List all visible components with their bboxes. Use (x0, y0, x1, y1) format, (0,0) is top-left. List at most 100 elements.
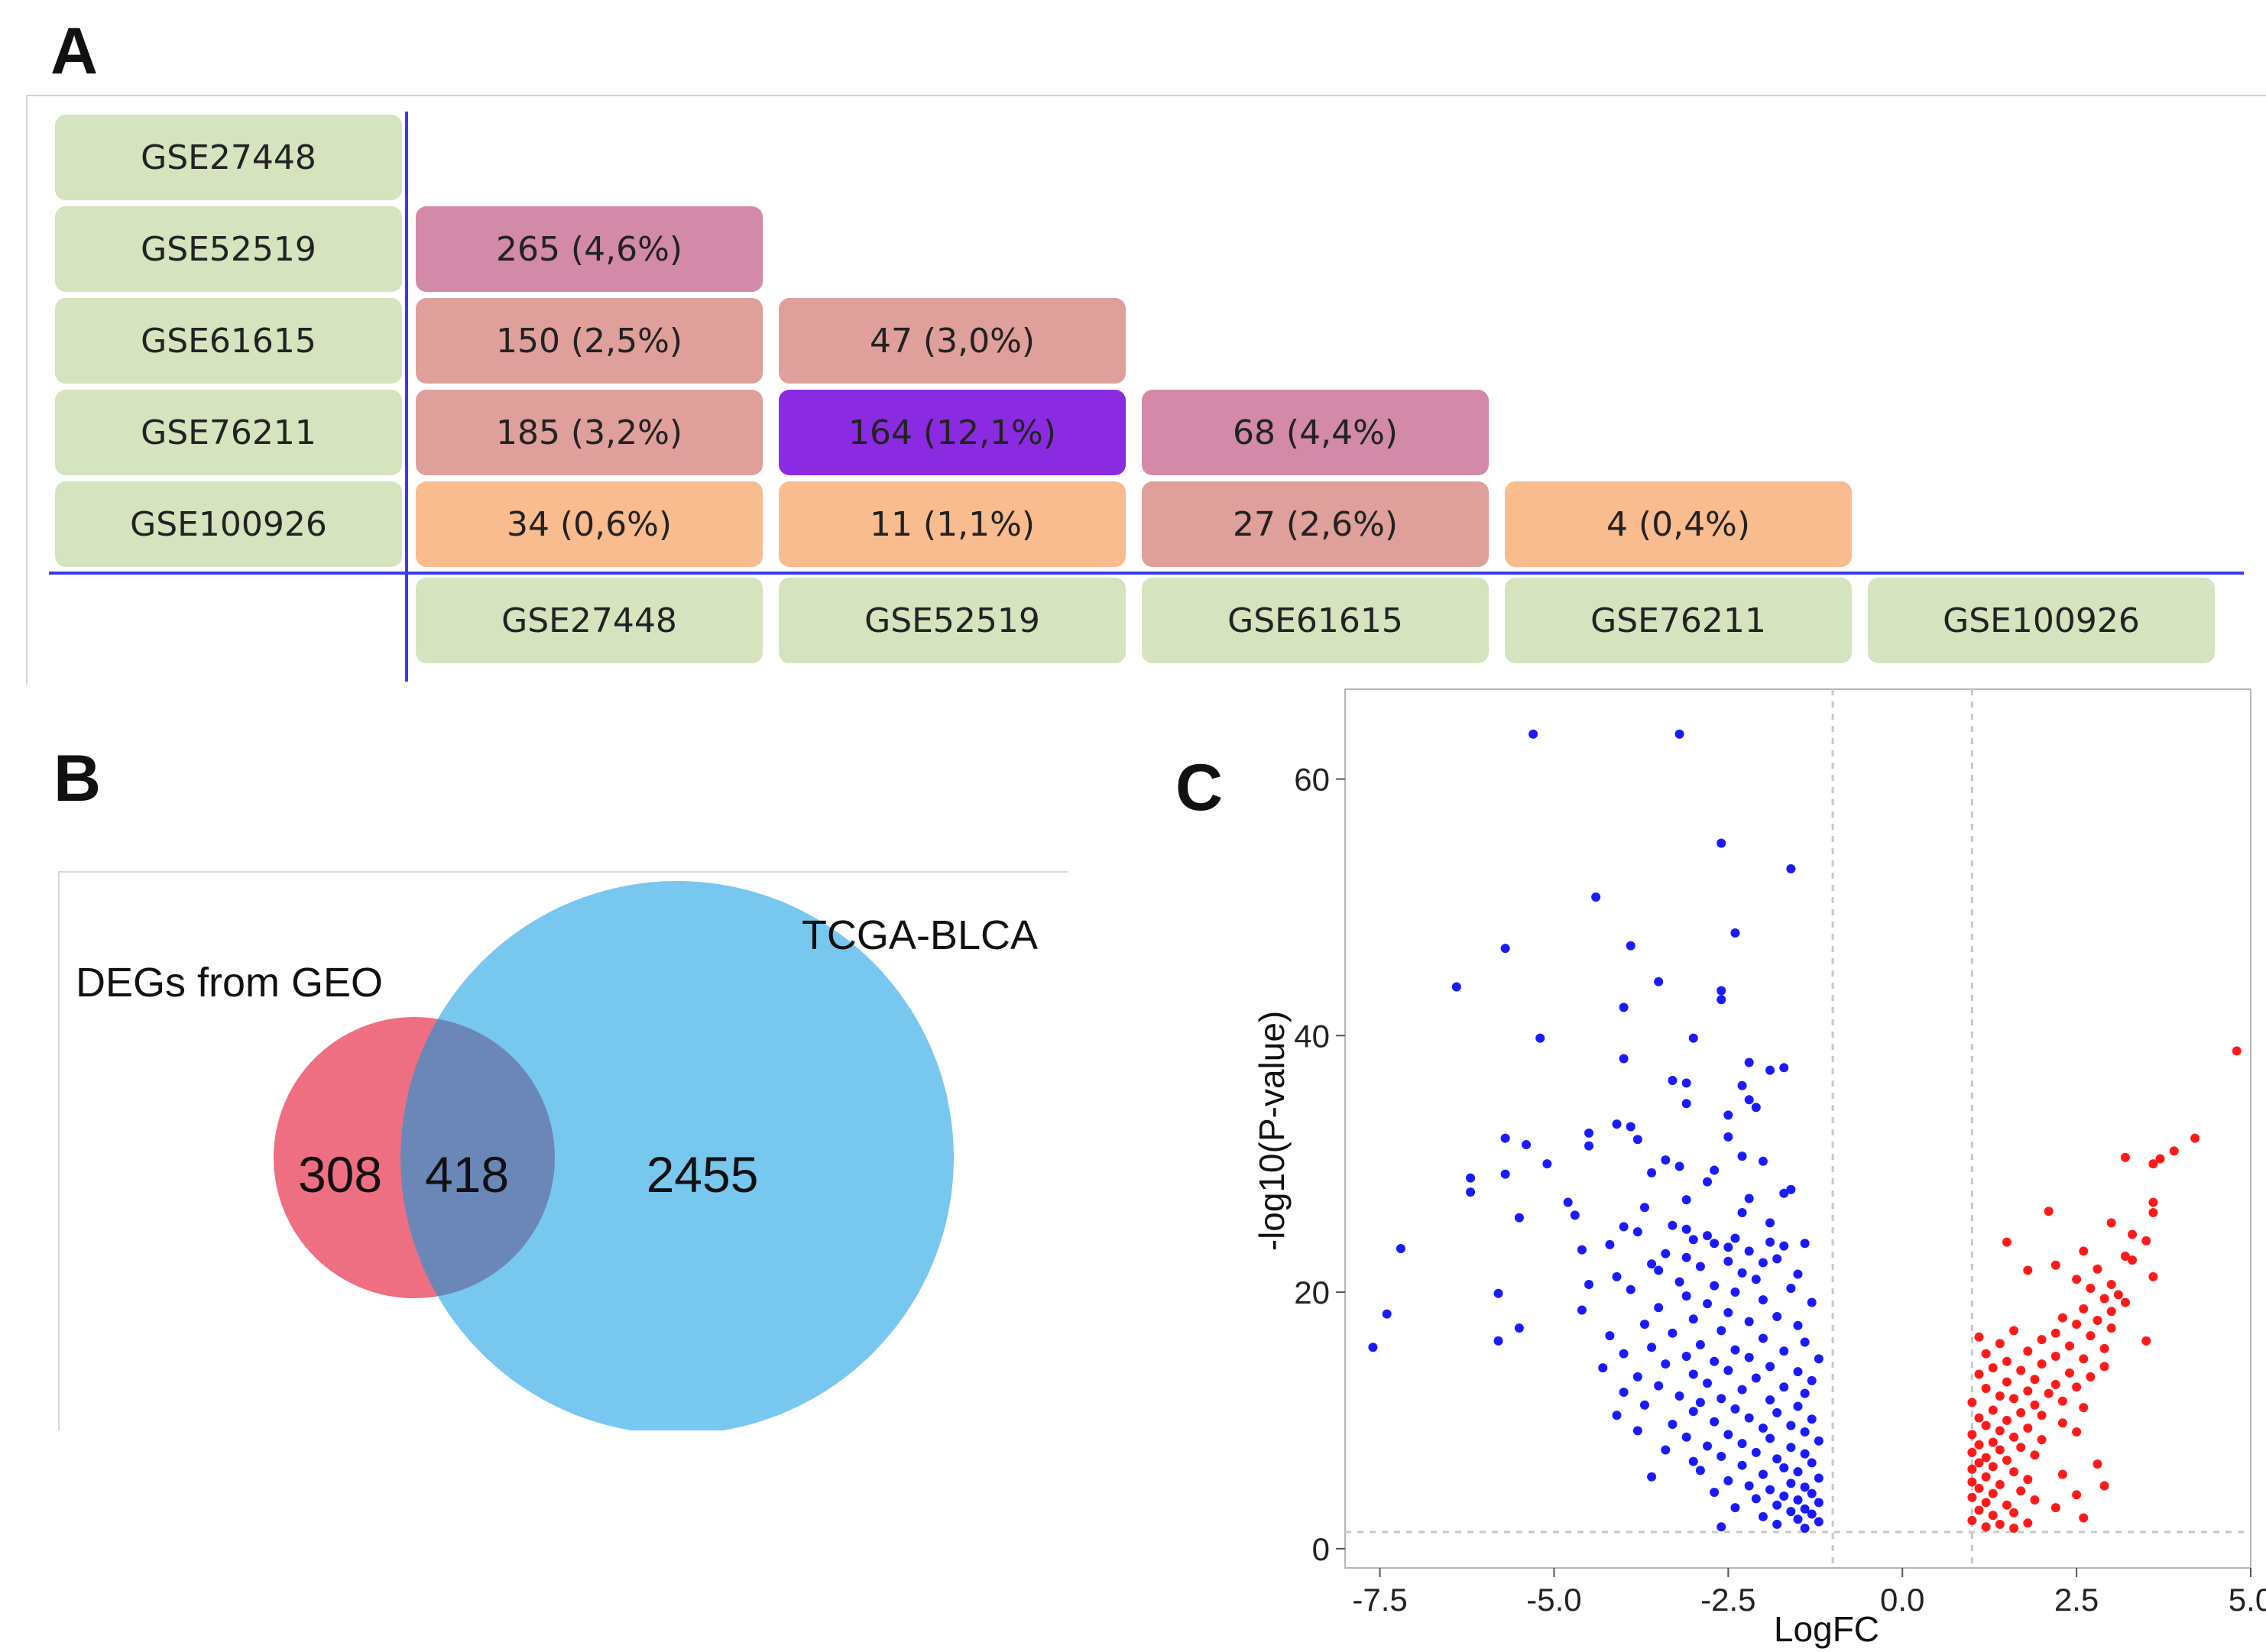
point-up (1995, 1446, 2005, 1455)
point-down (1779, 1346, 1788, 1356)
point-down (1710, 1357, 1719, 1366)
point-up (2058, 1314, 2067, 1323)
point-up (2051, 1503, 2060, 1512)
point-down (1772, 1254, 1781, 1263)
point-down (1515, 1323, 1524, 1333)
point-up (2121, 1153, 2130, 1162)
point-up (2121, 1297, 2130, 1307)
point-up (2086, 1284, 2095, 1293)
point-down (1605, 1331, 1614, 1340)
point-up (2232, 1046, 2242, 1055)
point-down (1682, 1433, 1691, 1442)
point-down (1759, 1258, 1768, 1267)
point-down (1752, 1374, 1761, 1383)
point-up (2100, 1362, 2109, 1371)
point-up (2079, 1354, 2088, 1363)
point-down (1522, 1140, 1531, 1149)
point-down (1682, 1352, 1691, 1361)
point-up (2093, 1265, 2102, 1274)
point-down (1633, 1372, 1642, 1382)
point-down (1696, 1398, 1705, 1407)
point-up (2128, 1255, 2137, 1265)
point-down (1723, 1308, 1733, 1317)
point-down (1584, 1129, 1593, 1138)
point-down (1661, 1359, 1670, 1369)
point-up (2051, 1261, 2060, 1270)
overlap-cell: 11 (1,1%) (779, 481, 1126, 567)
point-down (1723, 1242, 1733, 1252)
point-down (1675, 1391, 1684, 1401)
point-up (2107, 1280, 2116, 1289)
point-down (1710, 1239, 1719, 1248)
point-down (1696, 1262, 1705, 1271)
point-down (1794, 1514, 1803, 1524)
col-label-gse52519: GSE52519 (779, 578, 1126, 663)
point-up (1989, 1406, 1998, 1415)
point-down (1647, 1472, 1656, 1482)
point-up (2009, 1433, 2018, 1442)
point-up (2016, 1365, 2025, 1375)
point-up (2107, 1218, 2116, 1227)
point-up (2002, 1501, 2012, 1510)
point-down (1765, 1362, 1775, 1371)
point-up (2009, 1524, 2018, 1533)
matrix-vertical-divider (405, 112, 408, 682)
point-down (1759, 1333, 1768, 1343)
point-up (2002, 1378, 2012, 1387)
point-down (1730, 1288, 1739, 1297)
point-down (1584, 1280, 1593, 1289)
point-up (2107, 1307, 2116, 1316)
row-label-gse27448: GSE27448 (55, 115, 402, 200)
overlap-cell: 27 (2,6%) (1142, 481, 1489, 567)
point-down (1738, 1208, 1747, 1217)
point-down (1794, 1495, 1803, 1505)
point-up (2030, 1495, 2039, 1505)
point-up (2023, 1266, 2032, 1275)
point-down (1619, 1349, 1629, 1359)
point-up (2072, 1320, 2081, 1329)
point-up (2072, 1275, 2081, 1284)
point-down (1801, 1482, 1810, 1492)
point-down (1717, 1326, 1726, 1335)
overlap-cell: 4 (0,4%) (1505, 481, 1852, 567)
point-down (1647, 1343, 1656, 1352)
point-up (2148, 1208, 2157, 1217)
point-up (2030, 1375, 2039, 1384)
point-down (1696, 1466, 1705, 1475)
point-down (1675, 1278, 1684, 1287)
point-down (1535, 1034, 1545, 1043)
overlap-cell: 164 (12,1%) (779, 390, 1126, 475)
point-up (2016, 1408, 2025, 1417)
point-up (2086, 1331, 2095, 1340)
point-up (2190, 1134, 2200, 1143)
point-down (1584, 1142, 1593, 1151)
point-down (1528, 730, 1538, 739)
point-down (1745, 1317, 1754, 1326)
point-down (1591, 892, 1600, 902)
venn-diagram: DEGs from GEO TCGA-BLCA 308 418 2455 (58, 871, 1068, 1430)
point-down (1752, 1103, 1761, 1112)
x-tick-label: -5.0 (1526, 1582, 1581, 1618)
overlap-cell: 185 (3,2%) (416, 390, 763, 475)
point-up (1995, 1391, 2005, 1401)
point-up (2148, 1198, 2157, 1207)
panel-label-c: C (1175, 750, 1223, 826)
point-down (1368, 1343, 1377, 1352)
point-down (1752, 1494, 1761, 1503)
point-down (1738, 1385, 1747, 1394)
point-down (1786, 1507, 1795, 1516)
point-up (2016, 1443, 2025, 1452)
point-up (2170, 1146, 2179, 1155)
point-down (1633, 1227, 1642, 1236)
overlap-cell: 68 (4,4%) (1142, 390, 1489, 475)
point-up (1982, 1522, 1991, 1531)
point-down (1765, 1395, 1775, 1404)
point-down (1668, 1076, 1677, 1085)
point-down (1801, 1524, 1810, 1533)
point-down (1723, 1430, 1733, 1439)
point-up (2058, 1418, 2067, 1427)
point-down (1752, 1275, 1761, 1284)
point-down (1794, 1321, 1803, 1330)
point-down (1723, 1110, 1733, 1119)
point-down (1710, 1281, 1719, 1291)
